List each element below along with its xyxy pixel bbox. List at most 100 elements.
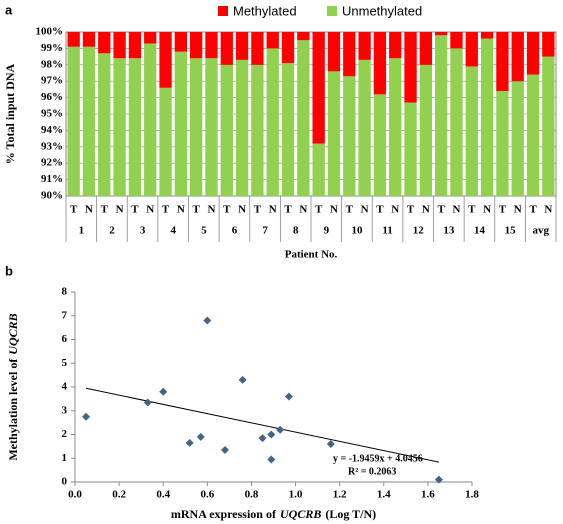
x-axis-label: mRNA expression of UQCRB (Log T/N) (171, 507, 376, 521)
panel-label: b (5, 263, 13, 278)
bar-segment (266, 48, 279, 197)
y-tick-label: 91% (41, 173, 63, 185)
x-tick-label: N (544, 204, 552, 216)
panel-label: a (5, 2, 13, 17)
x-tick-label: N (391, 204, 399, 216)
x-tick-label: 1.6 (421, 489, 435, 501)
point (267, 455, 276, 464)
y-tick-label: 7 (62, 309, 68, 321)
point (196, 432, 205, 441)
bar-segment (511, 81, 524, 196)
bar-segment (312, 143, 325, 196)
bar-segment (205, 58, 218, 196)
bar-segment (159, 87, 172, 196)
y-tick-label: 2 (62, 428, 68, 440)
bar-segment (404, 32, 417, 103)
point (185, 438, 194, 447)
x-tick-label: N (146, 204, 154, 216)
group-label: 13 (443, 225, 455, 237)
legend-swatch (327, 6, 337, 16)
bar-segment (480, 32, 494, 39)
point (326, 440, 335, 448)
bar-segment (281, 63, 295, 196)
group-label: 15 (505, 225, 517, 237)
x-tick-label: 1.4 (377, 489, 391, 501)
bar-segment (159, 32, 172, 88)
group-label: 1 (79, 225, 85, 237)
bar-segment (450, 32, 463, 49)
bar-segment (266, 32, 279, 49)
y-tick-label: 97% (41, 75, 63, 87)
bar-segment (98, 32, 111, 54)
x-tick-label: 0.2 (112, 489, 126, 501)
bar-segment (343, 76, 356, 196)
bar-segment (327, 71, 341, 196)
bar-segment (235, 59, 249, 196)
bar-segment (67, 46, 80, 197)
point (143, 398, 152, 407)
bar-segment (281, 32, 295, 64)
group-label: 3 (140, 225, 146, 237)
x-tick-label: T (192, 204, 200, 216)
x-tick-label: N (85, 204, 93, 216)
bar-segment (465, 32, 478, 67)
bar-segment (327, 32, 341, 72)
y-tick-label: 0 (62, 476, 68, 488)
x-axis-label-part: UQCRB (280, 507, 321, 521)
x-tick-label: T (376, 204, 384, 216)
y-tick-label: 98% (41, 58, 63, 70)
y-tick-label: 90% (41, 190, 63, 202)
x-tick-label: N (361, 204, 369, 216)
group-label: 6 (232, 225, 238, 237)
x-tick-label: T (131, 204, 139, 216)
x-tick-label: N (299, 204, 307, 216)
point (159, 387, 168, 396)
bar-segment (190, 32, 203, 59)
y-axis-label-part: Methylation level of (6, 358, 20, 461)
y-tick-label: 4 (62, 381, 68, 393)
bar-segment (419, 32, 432, 65)
bar-segment (526, 32, 540, 75)
x-tick-label: T (162, 204, 170, 216)
trendline-equation: y = -1.9459x + 4.0456 (333, 453, 423, 464)
group-label: 7 (262, 225, 268, 237)
x-tick-label: N (422, 204, 430, 216)
bar-segment (297, 32, 310, 41)
bar-segment (511, 32, 524, 82)
y-tick-label: 94% (41, 124, 63, 136)
bar-segment (144, 43, 157, 197)
bar-segment (404, 102, 417, 196)
y-tick-label: 93% (41, 140, 63, 152)
x-tick-label: N (177, 204, 185, 216)
bar-segment (450, 48, 463, 197)
x-tick-label: T (437, 204, 445, 216)
point (276, 425, 285, 434)
x-tick-label: N (116, 204, 124, 216)
bar-segment (358, 59, 371, 196)
y-tick-label: 99% (41, 42, 63, 54)
bar-segment (435, 32, 448, 36)
x-tick-label: N (452, 204, 460, 216)
bar-segment (343, 32, 356, 77)
x-axis-label-part: mRNA expression of (171, 507, 277, 521)
point (258, 434, 267, 443)
bar-segment (435, 35, 448, 196)
group-label: 11 (382, 225, 392, 237)
bar-segment (465, 66, 478, 196)
y-axis-label: % Total input DNA (3, 63, 17, 164)
bar-segment (526, 74, 540, 196)
x-tick-label: T (70, 204, 78, 216)
x-tick-label: N (330, 204, 338, 216)
bar-segment (98, 53, 111, 196)
x-tick-label: 0.4 (156, 489, 170, 501)
bar-segment (480, 38, 494, 197)
group-label: 9 (324, 225, 330, 237)
group-label: 5 (201, 225, 207, 237)
x-axis-label-part: (Log T/N) (325, 507, 376, 521)
x-tick-label: T (315, 204, 323, 216)
bar-segment (235, 32, 249, 60)
y-tick-label: 8 (62, 286, 68, 298)
r-squared: R² = 0.2063 (348, 466, 396, 477)
group-label: 12 (413, 225, 425, 237)
